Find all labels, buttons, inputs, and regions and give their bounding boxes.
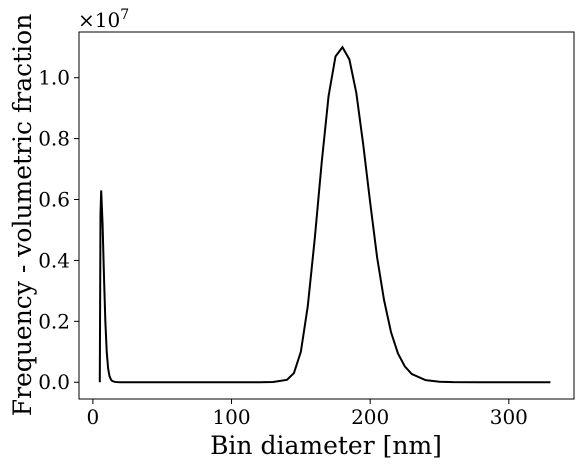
x-tick-label: 0 xyxy=(86,405,99,429)
y-tick-label: 0.2 xyxy=(38,309,70,333)
y-offset-base: ×10 xyxy=(78,8,120,32)
y-tick-label: 1.0 xyxy=(38,66,70,90)
x-tick-label: 200 xyxy=(351,405,389,429)
x-tick-label: 100 xyxy=(212,405,250,429)
x-ticks: 0 100 200 300 xyxy=(86,399,528,429)
y-tick-label: 0.4 xyxy=(38,248,70,272)
y-offset-label: ×107 xyxy=(78,7,129,32)
y-tick-label: 0.0 xyxy=(38,370,70,394)
y-axis-label: Frequency - volumetric fraction xyxy=(8,14,37,417)
x-tick-label: 300 xyxy=(490,405,528,429)
y-tick-label: 0.8 xyxy=(38,127,70,151)
plot-area xyxy=(78,31,575,400)
y-offset-exponent: 7 xyxy=(120,7,129,23)
series-line xyxy=(98,45,551,384)
x-axis-label: Bin diameter [nm] xyxy=(210,431,442,460)
y-ticks: 0.0 0.2 0.4 0.6 0.8 1.0 xyxy=(38,66,79,394)
y-tick-label: 0.6 xyxy=(38,188,70,212)
